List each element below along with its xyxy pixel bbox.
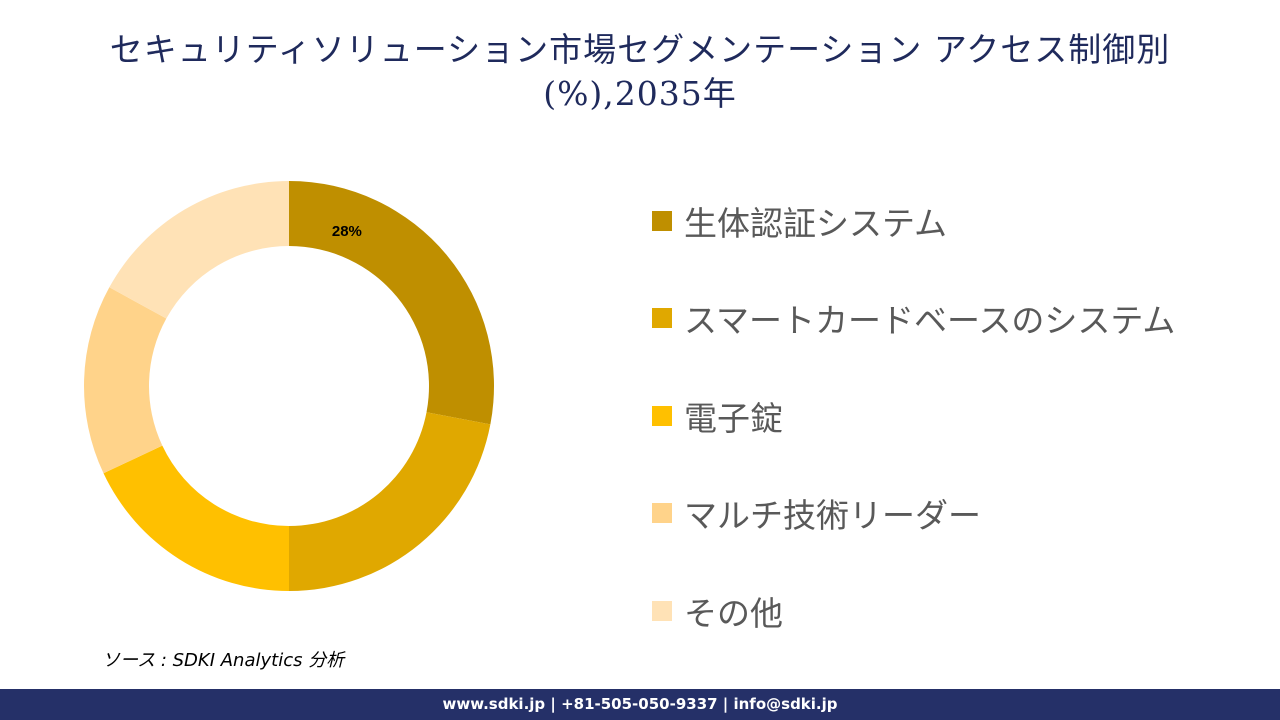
source-note: ソース : SDKI Analytics 分析 [102, 650, 345, 671]
legend-item: 生体認証システム [652, 172, 1175, 270]
legend-swatch [652, 503, 672, 524]
legend: 生体認証システム スマートカードベースのシステム 電子錠 マルチ技術リーダー そ… [652, 172, 1175, 660]
title-line-1: セキュリティソリューション市場セグメンテーション アクセス制御別 [109, 30, 1171, 69]
legend-label: 生体認証システム [684, 203, 948, 243]
donut-segment [109, 181, 289, 319]
legend-swatch [652, 600, 672, 621]
legend-swatch [652, 308, 672, 329]
legend-label: スマートカードベースのシステム [684, 301, 1176, 341]
legend-label: 電子錠 [684, 398, 783, 438]
donut-segment [289, 412, 491, 591]
footer-contact: www.sdki.jp | +81-505-050-9337 | info@sd… [0, 689, 1280, 720]
data-label: 28% [332, 223, 362, 240]
chart-title: セキュリティソリューション市場セグメンテーション アクセス制御別 (%),203… [0, 28, 1280, 116]
legend-label: その他 [684, 593, 783, 633]
legend-label: マルチ技術リーダー [684, 496, 981, 536]
donut-segment [289, 181, 494, 425]
title-line-2: (%),2035年 [543, 74, 737, 113]
legend-swatch [652, 405, 672, 426]
donut-chart: 28% [84, 181, 494, 591]
legend-item: マルチ技術リーダー [652, 465, 1175, 563]
legend-item: 電子錠 [652, 367, 1175, 465]
donut-segment [84, 287, 167, 474]
donut-segment [103, 445, 289, 591]
legend-swatch [652, 210, 672, 231]
legend-item: その他 [652, 562, 1175, 660]
legend-item: スマートカードベースのシステム [652, 270, 1175, 368]
